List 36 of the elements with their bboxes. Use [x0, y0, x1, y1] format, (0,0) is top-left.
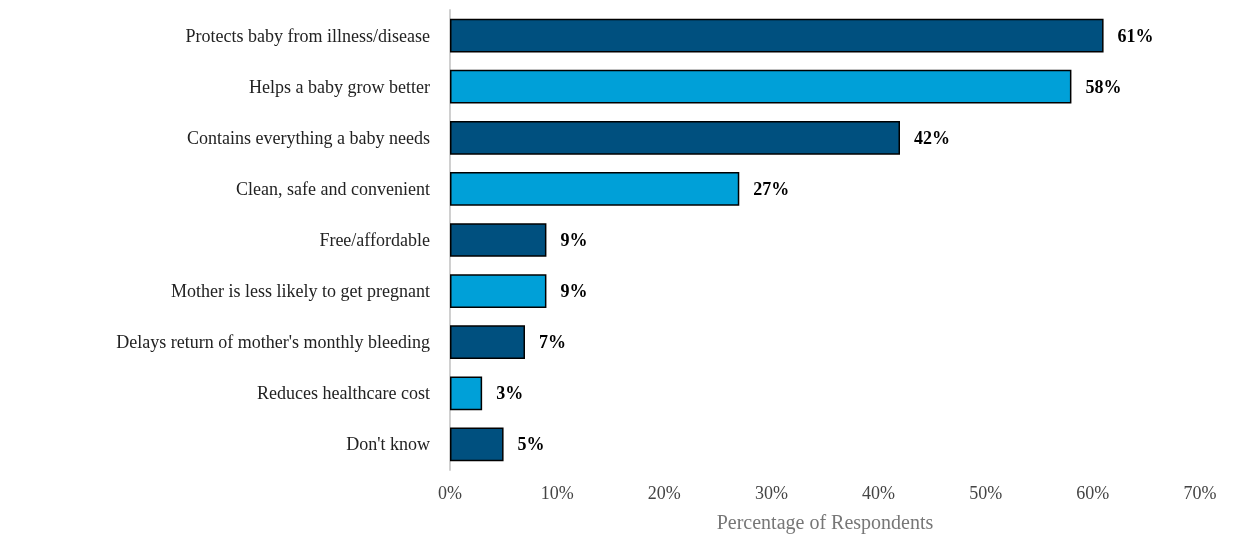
bar: [450, 172, 740, 206]
y-tick-label: Contains everything a baby needs: [187, 127, 430, 148]
x-tick-label: 50%: [969, 483, 1003, 503]
data-label: 7%: [539, 332, 566, 353]
x-tick-label: 10%: [540, 483, 574, 503]
x-tick-label: 20%: [647, 483, 681, 503]
y-tick-label: Helps a baby grow better: [249, 76, 430, 97]
bar: [450, 18, 1104, 53]
x-tick-label: 40%: [862, 483, 896, 503]
bar: [450, 325, 525, 360]
y-tick-label: Clean, safe and convenient: [236, 178, 430, 199]
x-tick-label: 30%: [754, 483, 788, 503]
data-label: 5%: [517, 434, 545, 455]
bar: [450, 120, 900, 155]
x-tick-label: 0%: [438, 483, 462, 503]
y-tick-label: Protects baby from illness/disease: [185, 25, 431, 46]
bar: [450, 376, 483, 411]
y-tick-label: Mother is less likely to get pregnant: [171, 281, 430, 302]
bar: [450, 274, 547, 308]
bar: [450, 223, 547, 257]
y-tick-label: Delays return of mother's monthly bleeding: [116, 332, 430, 353]
x-tick-label: 70%: [1183, 483, 1217, 503]
bar: [450, 69, 1072, 104]
bar: [450, 427, 504, 462]
y-tick-label: Reduces healthcare cost: [257, 383, 430, 404]
y-tick-label: Free/affordable: [319, 230, 430, 250]
data-label: 58%: [1085, 76, 1122, 97]
y-tick-label: Don't know: [346, 434, 430, 455]
data-label: 9%: [560, 230, 588, 250]
data-label: 61%: [1117, 25, 1154, 46]
data-label: 27%: [753, 178, 790, 199]
x-tick-label: 60%: [1076, 483, 1110, 503]
data-label: 3%: [496, 383, 524, 404]
data-label: 9%: [560, 281, 588, 302]
data-label: 42%: [914, 127, 950, 148]
x-axis-title: Percentage of Respondents: [716, 511, 934, 534]
